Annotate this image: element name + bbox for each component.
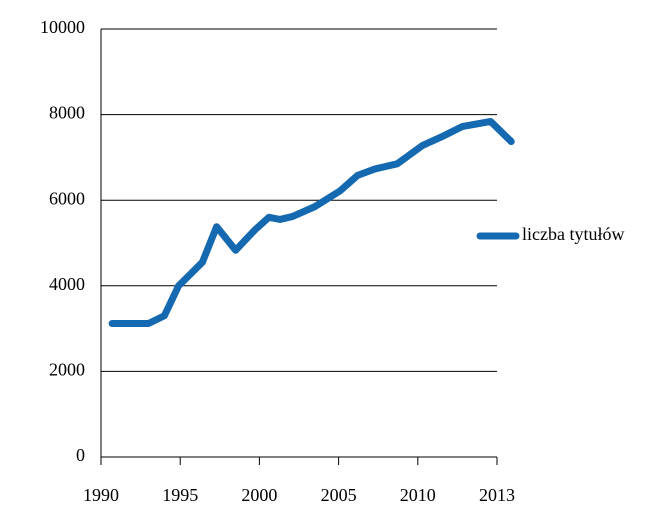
x-tick-label: 2005 <box>321 485 357 505</box>
legend-label: liczba tytułów <box>522 224 624 244</box>
x-tick-label: 2000 <box>241 485 277 505</box>
x-tick-label: 2010 <box>400 485 436 505</box>
y-tick-label: 8000 <box>49 103 85 123</box>
y-tick-label: 4000 <box>49 274 85 294</box>
data-line <box>108 117 515 327</box>
x-tick-label: 2013 <box>479 485 515 505</box>
x-tick-label: 1990 <box>83 485 119 505</box>
y-tick-label: 2000 <box>49 360 85 380</box>
y-tick-label: 10000 <box>40 17 85 37</box>
y-tick-label: 6000 <box>49 188 85 208</box>
x-tick-label: 1995 <box>162 485 198 505</box>
y-tick-label: 0 <box>76 445 85 465</box>
